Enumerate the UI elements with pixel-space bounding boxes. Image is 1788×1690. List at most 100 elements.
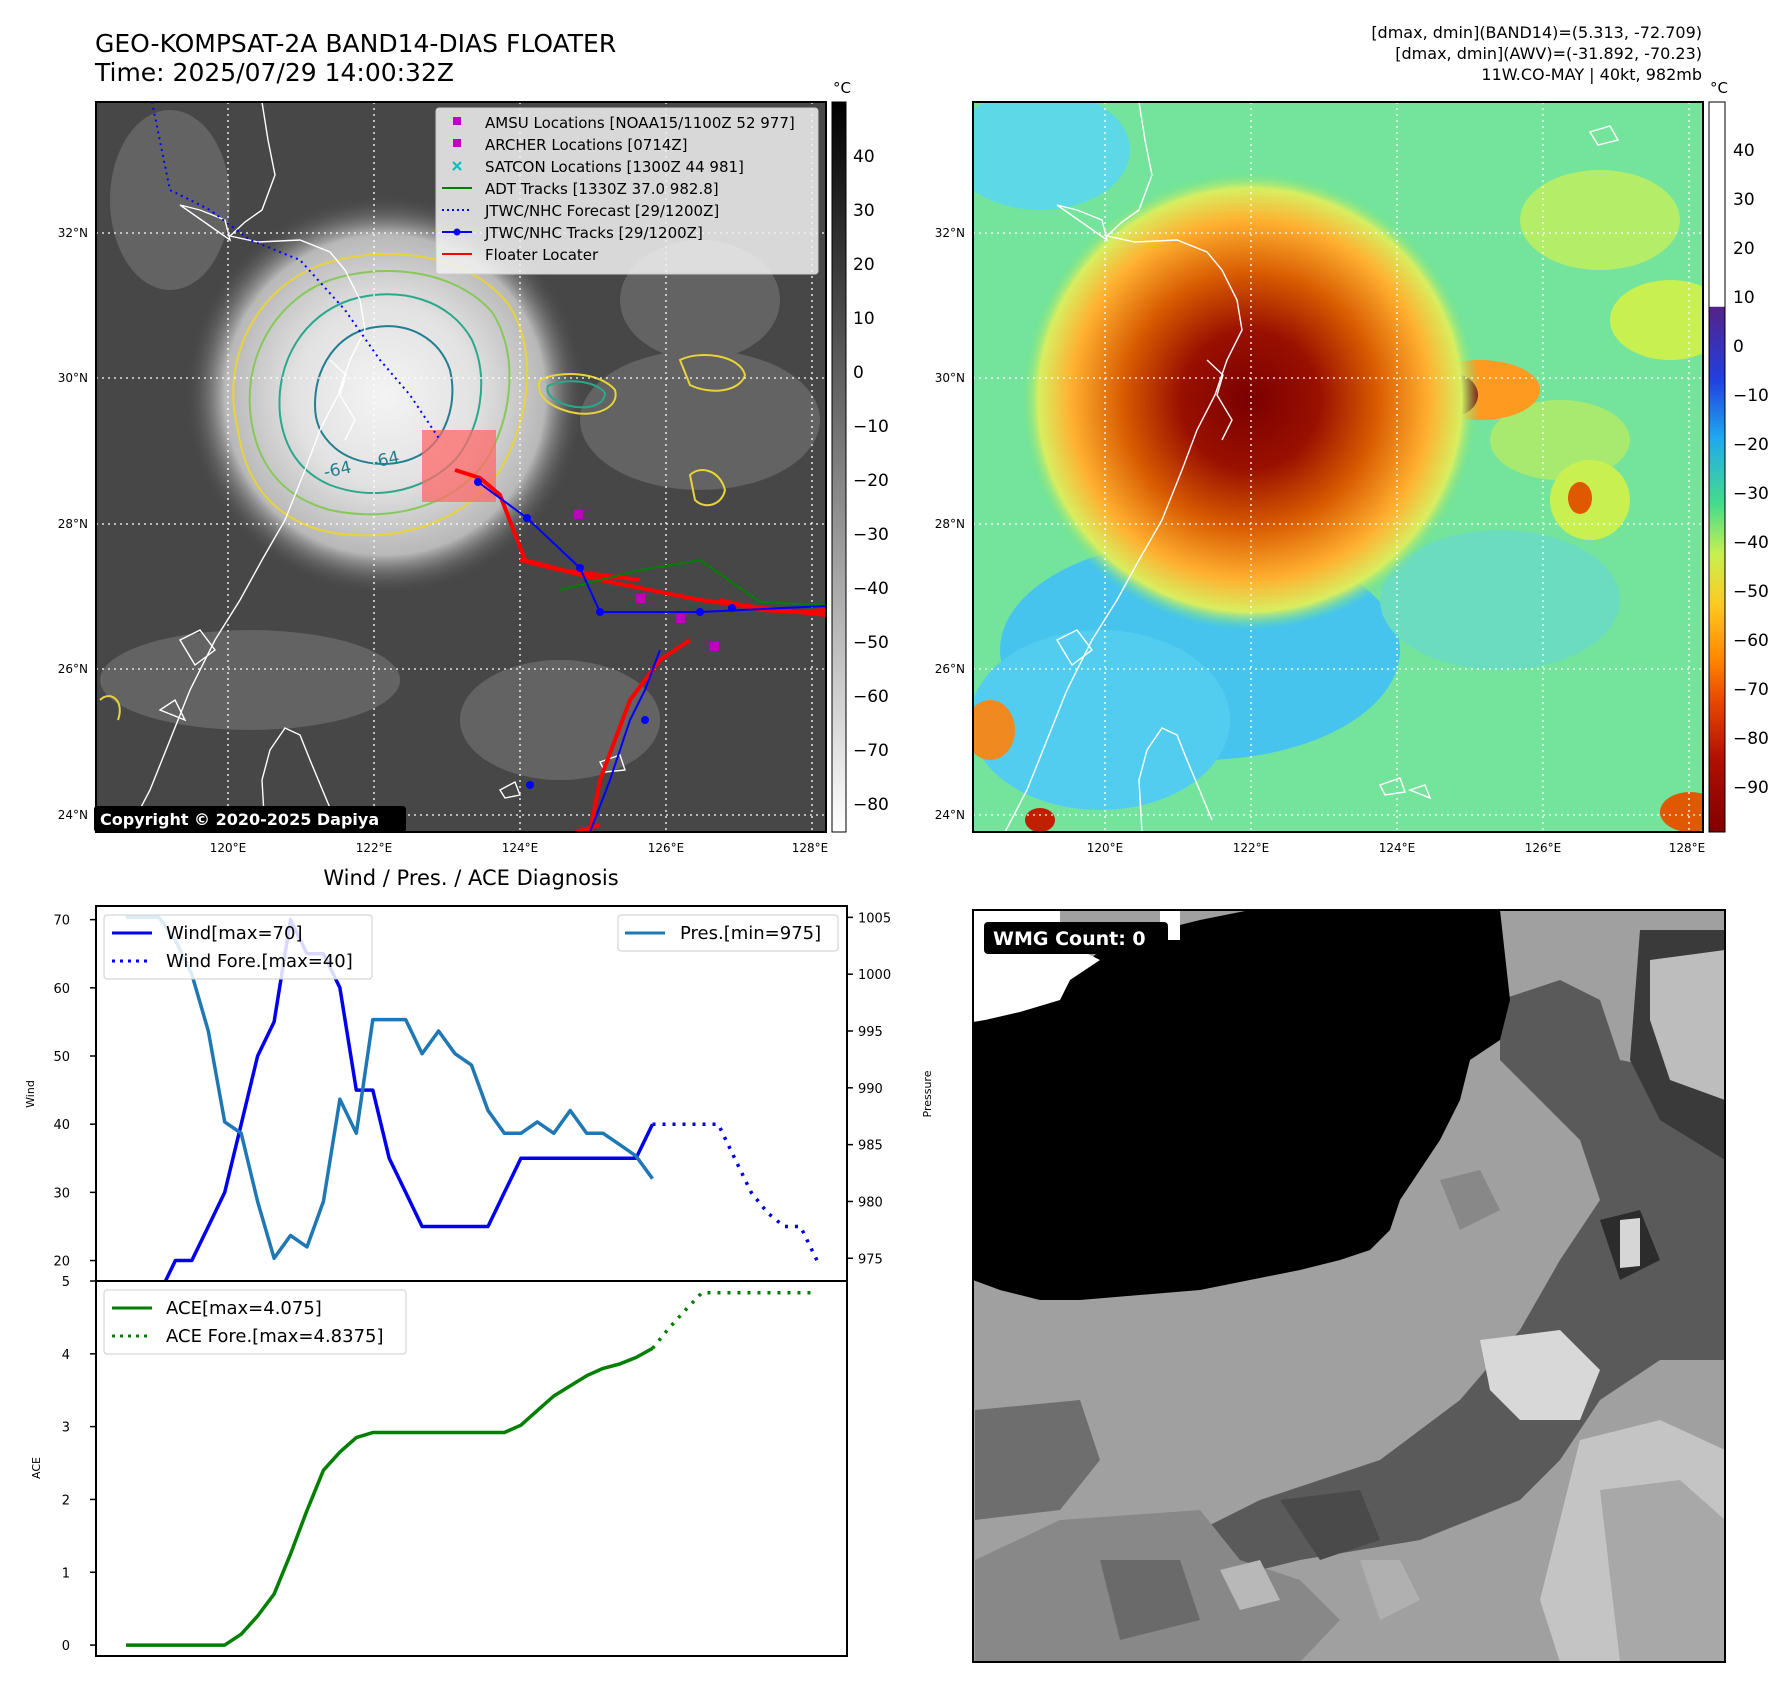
wind-y-tick-label: 50 — [53, 1050, 70, 1065]
ir-cbar-tick: −20 — [853, 471, 889, 491]
stats-storm: 11W.CO-MAY | 40kt, 982mb — [1481, 65, 1702, 84]
figure-title: GEO-KOMPSAT-2A BAND14-DIAS FLOATER — [95, 29, 616, 58]
jtwc-track-points — [474, 478, 736, 789]
awv-lat-label: 24°N — [935, 808, 965, 822]
pressure-legend: Pres.[min=975] — [617, 914, 839, 952]
pressure-y-tick-label: 975 — [858, 1252, 883, 1267]
pressure-y-tick-label: 990 — [858, 1082, 883, 1097]
awv-cbar-tick: 0 — [1733, 337, 1744, 357]
copyright-box — [94, 806, 406, 832]
wind-y-tick-label: 60 — [53, 982, 70, 997]
ir-lon-label: 128°E — [792, 841, 829, 855]
awv-lat-label: 28°N — [935, 517, 965, 531]
awv-cbar-tick: −50 — [1733, 582, 1769, 602]
ir-cbar-tick: −30 — [853, 525, 889, 545]
wmg-frame — [972, 909, 1726, 1663]
ir-colorbar-unit: °C — [833, 79, 851, 97]
ir-colorbar-ticks: 40 30 20 10 0 −10 −20 −30 −40 −50 −60 −7… — [853, 147, 889, 815]
awv-lon-label: 124°E — [1379, 841, 1416, 855]
jtwc-track — [477, 481, 826, 613]
ir-lat-label: 32°N — [58, 226, 88, 240]
ace-line — [126, 1346, 654, 1647]
ir-contours — [99, 253, 747, 721]
ir-lat-label: 30°N — [58, 371, 88, 385]
pressure-y-tick-label: 985 — [858, 1139, 883, 1154]
ir-lon-label: 122°E — [356, 841, 393, 855]
awv-cbar-tick: 20 — [1733, 239, 1755, 259]
ir-lat-label: 26°N — [58, 662, 88, 676]
awv-storm-core — [1020, 170, 1480, 630]
ir-cbar-tick: −60 — [853, 687, 889, 707]
ir-map-frame — [95, 101, 827, 833]
wind-y-tick-label: 40 — [53, 1118, 70, 1133]
ir-lon-label: 120°E — [210, 841, 247, 855]
ace-y-tick-label: 5 — [62, 1275, 70, 1290]
ace-y-axis: 0 1 2 3 4 5 — [62, 1275, 96, 1654]
awv-lat-label: 30°N — [935, 371, 965, 385]
pressure-line — [126, 915, 654, 1261]
legend-wind: Wind[max=70] — [166, 923, 303, 944]
diagnosis-title: Wind / Pres. / ACE Diagnosis — [323, 866, 618, 890]
ir-cbar-tick: −70 — [853, 741, 889, 761]
legend-pressure: Pres.[min=975] — [680, 923, 821, 944]
awv-cbar-tick: −40 — [1733, 533, 1769, 553]
awv-cbar-tick: 30 — [1733, 190, 1755, 210]
pressure-y-tick-label: 995 — [858, 1025, 883, 1040]
ace-y-tick-label: 2 — [62, 1493, 70, 1508]
ace-y-tick-label: 0 — [62, 1639, 70, 1654]
pressure-ylabel: Pressure — [921, 1070, 934, 1117]
ir-lat-label: 24°N — [58, 808, 88, 822]
awv-cbar-tick: −70 — [1733, 680, 1769, 700]
ir-lon-label: 124°E — [502, 841, 539, 855]
ir-lat-label: 28°N — [58, 517, 88, 531]
legend-ace-forecast: ACE Fore.[max=4.8375] — [166, 1326, 384, 1347]
wmg-count: WMG Count: 0 — [993, 928, 1146, 950]
stats-awv: [dmax, dmin](AWV)=(-31.892, -70.23) — [1395, 44, 1702, 63]
awv-cbar-tick: −80 — [1733, 729, 1769, 749]
awv-colorbar — [1708, 101, 1726, 833]
legend-adt: ADT Tracks [1330Z 37.0 982.8] — [485, 180, 719, 198]
adt-track — [559, 558, 826, 606]
legend-ace: ACE[max=4.075] — [166, 1298, 322, 1319]
ir-lon-label: 126°E — [648, 841, 685, 855]
stats-band14: [dmax, dmin](BAND14)=(5.313, -72.709) — [1371, 23, 1702, 42]
legend-jtwc-tracks: JTWC/NHC Tracks [29/1200Z] — [484, 224, 703, 242]
ace-forecast-line — [651, 1291, 817, 1350]
wmg-label-box — [984, 922, 1168, 954]
wind-ylabel: Wind — [24, 1080, 37, 1108]
wind-y-tick-label: 70 — [53, 914, 70, 929]
ir-legend: AMSU Locations [NOAA15/1100Z 52 977] ARC… — [435, 107, 819, 275]
awv-coastlines — [1004, 102, 1620, 832]
pressure-y-tick-label: 1005 — [858, 911, 891, 926]
wind-legend: Wind[max=70] Wind Fore.[max=40] — [103, 914, 373, 980]
ace-y-tick-label: 4 — [62, 1348, 70, 1363]
ace-chart: 0 1 2 3 4 5 ACE ACE[max=4.075] ACE Fore.[max=… — [30, 1275, 848, 1657]
legend-floater: Floater Locater — [485, 246, 599, 264]
awv-lon-label: 126°E — [1525, 841, 1562, 855]
wind-pressure-chart: Wind / Pres. / ACE Diagnosis 20 30 40 50 60 7… — [24, 866, 934, 1297]
awv-lat-label: 32°N — [935, 226, 965, 240]
figure-time: Time: 2025/07/29 14:00:32Z — [94, 58, 454, 87]
legend-satcon: SATCON Locations [1300Z 44 981] — [485, 158, 744, 176]
wind-y-tick-label: 20 — [53, 1255, 70, 1270]
wind-line — [126, 917, 655, 1297]
wind-y-axis: 20 30 40 50 60 70 — [53, 914, 96, 1270]
awv-colorbar-ticks: 40 30 20 10 0 −10 −20 −30 −40 −50 −60 −7… — [1733, 141, 1769, 798]
ir-cbar-tick: −40 — [853, 579, 889, 599]
awv-cbar-tick: −60 — [1733, 631, 1769, 651]
awv-cbar-tick: −20 — [1733, 435, 1769, 455]
awv-cbar-tick: 40 — [1733, 141, 1755, 161]
ace-y-tick-label: 1 — [62, 1566, 70, 1581]
awv-gridlines — [973, 102, 1703, 832]
legend-amsu: AMSU Locations [NOAA15/1100Z 52 977] — [485, 114, 795, 132]
ace-series-group — [126, 1291, 817, 1647]
awv-lon-label: 128°E — [1669, 841, 1706, 855]
ir-coastlines — [127, 102, 626, 832]
awv-cbar-tick: −90 — [1733, 778, 1769, 798]
jtwc-track-south — [589, 649, 661, 832]
floater-box — [422, 430, 496, 502]
ir-cbar-tick: 10 — [853, 309, 875, 329]
pressure-y-axis: 975 980 985 990 995 1000 1005 — [847, 911, 891, 1267]
wmg-texture — [975, 930, 1725, 1662]
ace-legend: ACE[max=4.075] ACE Fore.[max=4.8375] — [103, 1289, 407, 1355]
